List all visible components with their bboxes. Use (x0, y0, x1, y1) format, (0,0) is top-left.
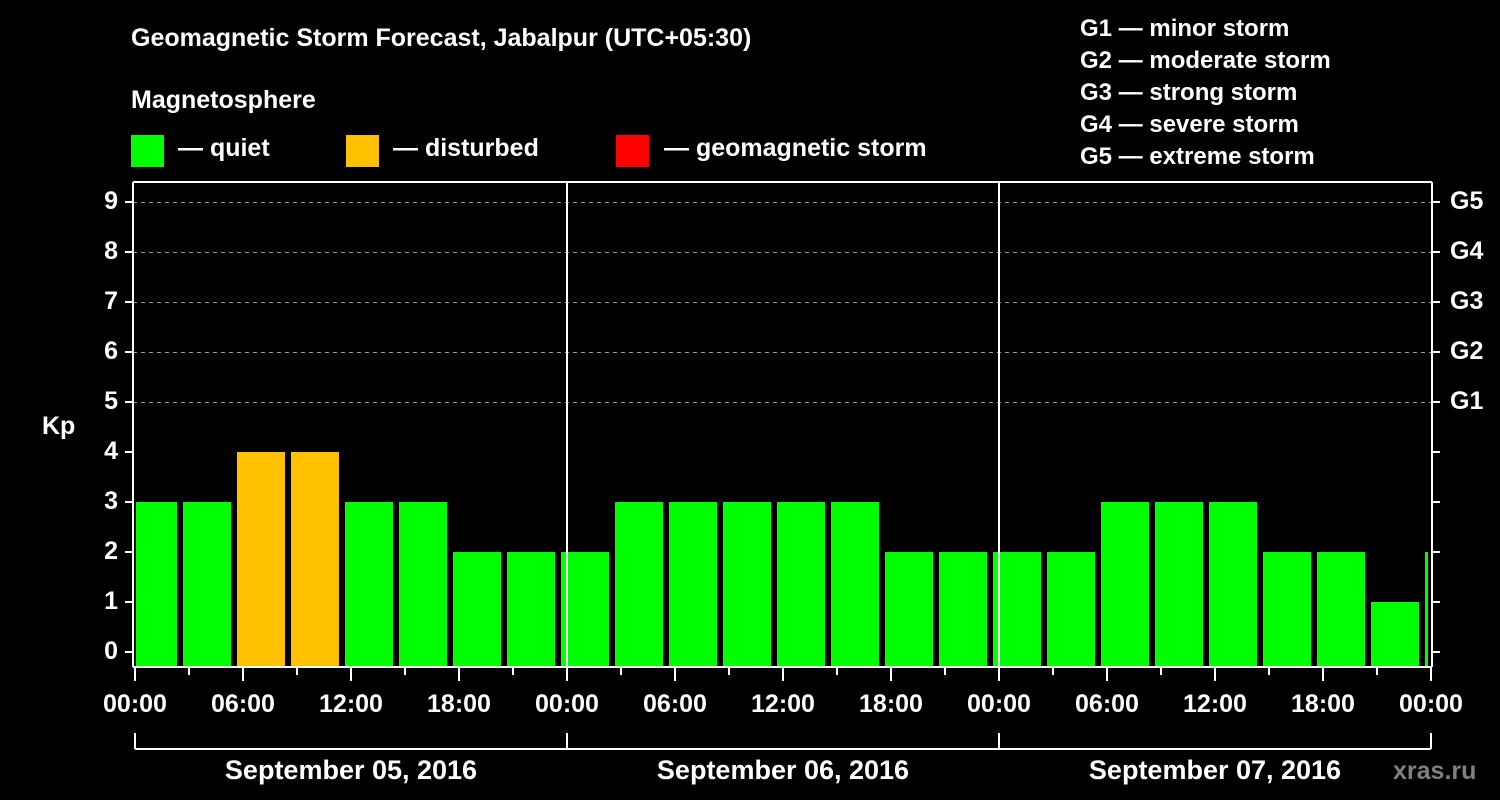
gscale-g5: G5 — extreme storm (1080, 143, 1315, 170)
kp-bar (507, 552, 555, 666)
legend-label-storm: — geomagnetic storm (664, 134, 927, 162)
bar-series (136, 452, 1428, 666)
kp-bar (136, 502, 177, 666)
y-tick-label: 0 (104, 637, 118, 665)
kp-bar (1209, 502, 1257, 666)
y-axis-label: Kp (42, 412, 76, 440)
date-label: September 05, 2016 (224, 755, 478, 785)
y-tick-label: 5 (104, 387, 118, 415)
watermark: xras.ru (1393, 757, 1477, 785)
kp-bar (1047, 552, 1095, 666)
g-tick-label: G5 (1450, 187, 1484, 215)
gscale-g2: G2 — moderate storm (1080, 47, 1331, 74)
x-tick-label: 00:00 (535, 690, 599, 718)
y-tick-label: 6 (104, 337, 118, 365)
legend-swatch-disturbed (346, 135, 379, 167)
kp-bar (939, 552, 987, 666)
x-tick-label: 12:00 (1183, 690, 1247, 718)
kp-bar (1263, 552, 1311, 666)
kp-bar (615, 502, 663, 666)
x-tick-label: 00:00 (1399, 690, 1463, 718)
x-tick-label: 18:00 (1291, 690, 1355, 718)
kp-bar (561, 552, 609, 666)
x-tick-label: 06:00 (1075, 690, 1139, 718)
gridlines (133, 202, 1432, 403)
kp-bar (723, 502, 771, 666)
kp-bar (885, 552, 933, 666)
gscale-g3: G3 — strong storm (1080, 79, 1298, 106)
kp-bar (669, 502, 717, 666)
kp-bar (345, 502, 393, 666)
y-tick-label: 8 (104, 237, 118, 265)
legend-swatch-storm (616, 135, 649, 167)
legend-label-quiet: — quiet (178, 134, 270, 162)
x-tick-label: 06:00 (643, 690, 707, 718)
g-tick-label: G1 (1450, 387, 1484, 415)
g-tick-label: G3 (1450, 287, 1484, 315)
y-tick-label: 3 (104, 487, 118, 515)
chart-title: Geomagnetic Storm Forecast, Jabalpur (UT… (131, 24, 752, 52)
kp-bar (1425, 552, 1428, 666)
kp-bar (399, 502, 447, 666)
kp-bar (777, 502, 825, 666)
date-label: September 07, 2016 (1088, 755, 1342, 785)
legend-swatch-quiet (131, 135, 164, 167)
x-tick-label: 06:00 (211, 690, 275, 718)
g-tick-label: G4 (1450, 237, 1484, 265)
legend-heading: Magnetosphere (131, 86, 316, 114)
kp-bar (1317, 552, 1365, 666)
x-tick-label: 12:00 (319, 690, 383, 718)
y-tick-label: 7 (104, 287, 118, 315)
kp-bar (453, 552, 501, 666)
x-tick-label: 00:00 (103, 690, 167, 718)
kp-bar (1371, 602, 1419, 666)
kp-bar (1101, 502, 1149, 666)
gscale-g4: G4 — severe storm (1080, 111, 1299, 138)
kp-bar (183, 502, 231, 666)
kp-bar (831, 502, 879, 666)
y-tick-label: 2 (104, 537, 118, 565)
gscale-g1: G1 — minor storm (1080, 15, 1290, 42)
y-tick-label: 4 (104, 437, 118, 465)
date-label: September 06, 2016 (656, 755, 910, 785)
kp-bar (291, 452, 339, 666)
x-tick-label: 12:00 (751, 690, 815, 718)
kp-bar (1155, 502, 1203, 666)
legend-label-disturbed: — disturbed (393, 134, 539, 162)
kp-bar (993, 552, 1041, 666)
x-tick-label: 18:00 (427, 690, 491, 718)
y-tick-label: 1 (104, 587, 118, 615)
x-tick-label: 00:00 (967, 690, 1031, 718)
x-tick-label: 18:00 (859, 690, 923, 718)
y-tick-label: 9 (104, 187, 118, 215)
axes (125, 181, 1440, 750)
kp-bar (237, 452, 285, 666)
g-tick-label: G2 (1450, 337, 1484, 365)
